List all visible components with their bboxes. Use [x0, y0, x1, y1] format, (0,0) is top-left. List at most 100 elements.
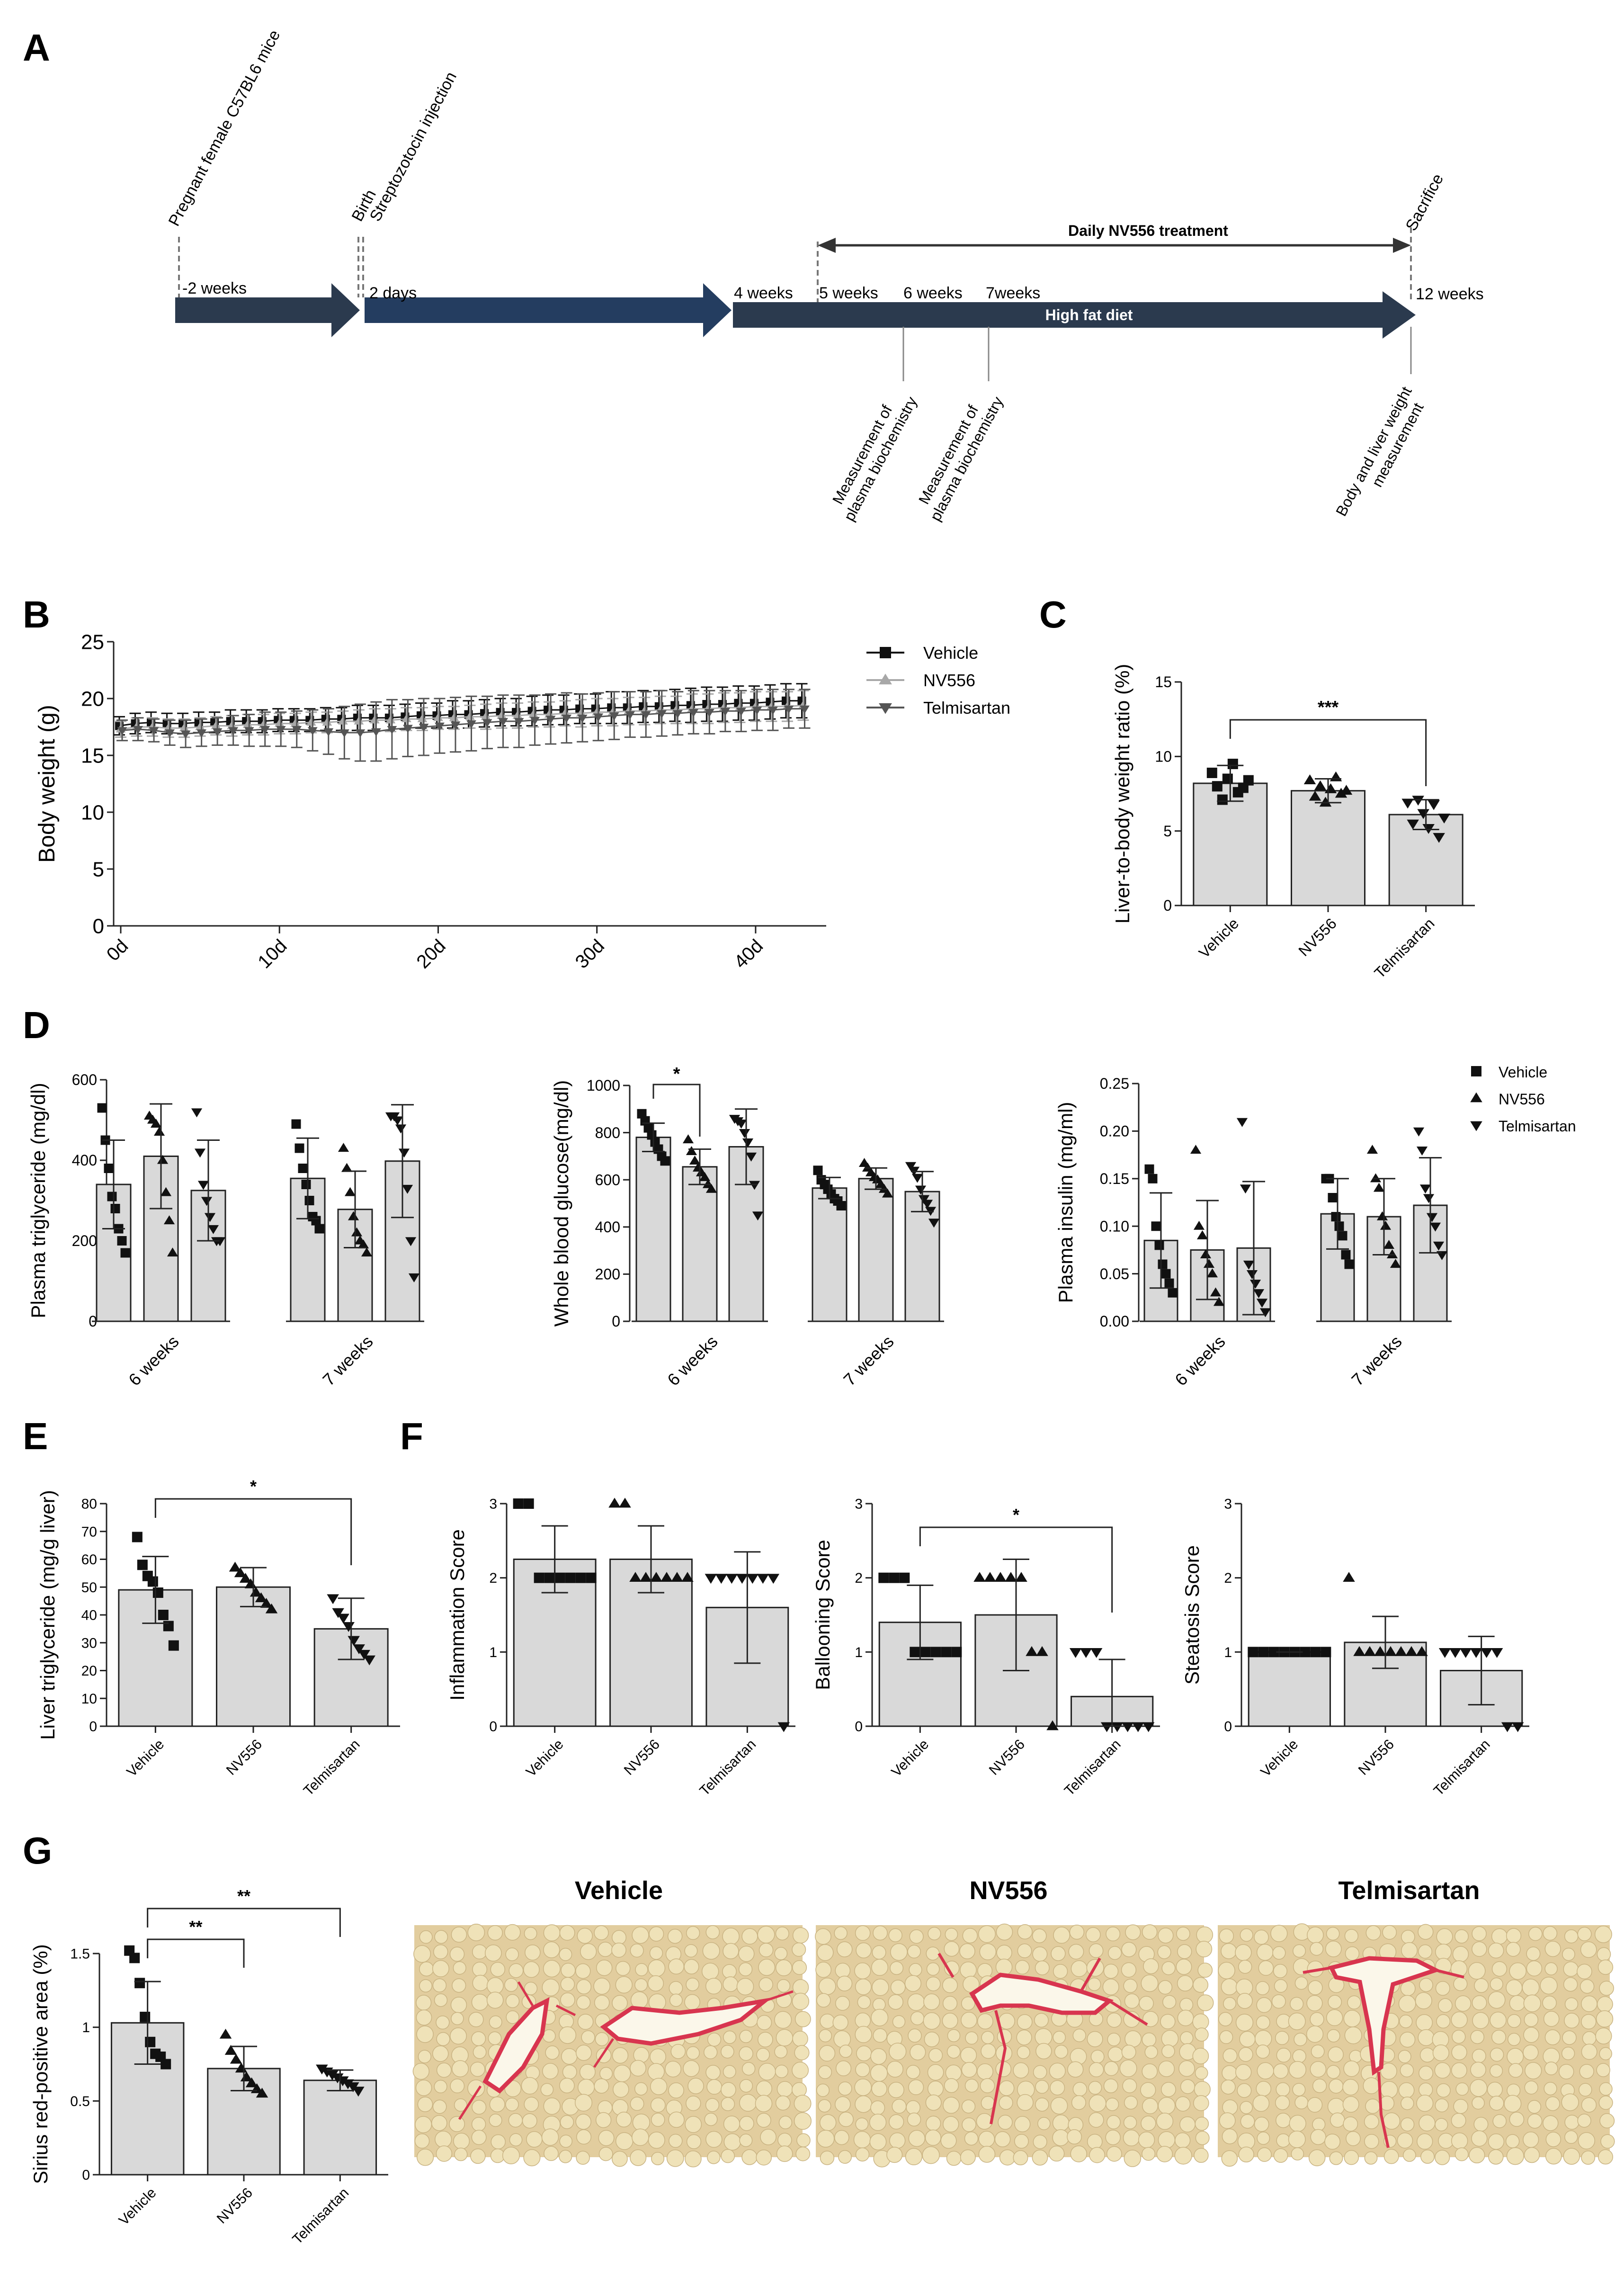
data-point [899, 1572, 910, 1583]
cell [649, 1926, 664, 1942]
cell [739, 2046, 753, 2061]
data-point [920, 1647, 931, 1658]
cell [838, 2150, 852, 2164]
cell [611, 2151, 628, 2167]
cell [1256, 2015, 1270, 2030]
data-point [941, 1647, 952, 1658]
cell [1488, 2149, 1504, 2165]
cell [792, 1992, 810, 2010]
cell [1054, 2044, 1068, 2059]
cell [794, 2011, 811, 2027]
data-point [417, 714, 428, 723]
cell [1017, 2045, 1030, 2059]
data-point [1203, 1259, 1215, 1268]
cell [666, 2149, 684, 2167]
data-point [214, 1237, 226, 1246]
cell [837, 1941, 853, 1957]
cell [416, 2026, 434, 2043]
cell [892, 2015, 906, 2028]
cell [1161, 2044, 1175, 2058]
cell [870, 2100, 885, 2116]
data-point [1433, 833, 1445, 843]
time-label-12w: 12 weeks [1416, 285, 1484, 303]
cell [1221, 1978, 1238, 1996]
cell [1504, 2095, 1522, 2113]
cell [1468, 1962, 1486, 1980]
cell [1174, 2147, 1192, 2165]
cell [452, 1978, 466, 1993]
cell [1454, 1995, 1472, 2012]
cell [1402, 2148, 1416, 2162]
cell [1237, 2083, 1252, 2098]
cell [540, 2083, 554, 2097]
cell [906, 2065, 920, 2079]
cell [1598, 2149, 1614, 2165]
data-point [196, 729, 207, 738]
cell [1451, 2062, 1467, 2079]
cell [1597, 1947, 1611, 1962]
bar [858, 1178, 894, 1322]
label-stz-injection: Streptozotocin injection [366, 69, 461, 224]
cell [1160, 2014, 1176, 2029]
data-point [160, 1187, 172, 1196]
cell [1342, 2096, 1359, 2113]
cell [491, 2134, 506, 2150]
cell [756, 2048, 770, 2062]
cell [1365, 1925, 1381, 1941]
cell [1383, 2149, 1399, 2164]
data-point [593, 713, 604, 722]
data-point [1426, 1213, 1438, 1222]
data-point [234, 1567, 247, 1578]
data-point [322, 717, 332, 726]
cell [1292, 2083, 1306, 2097]
data-point [481, 712, 491, 720]
cell [1452, 1946, 1469, 1963]
cell [839, 2044, 853, 2058]
cell [1453, 1977, 1468, 1991]
cell [741, 2149, 758, 2165]
data-point [316, 2064, 328, 2075]
data-point [1015, 1572, 1027, 1582]
cell [1578, 2132, 1596, 2150]
y-tick-label: 3 [1224, 1497, 1232, 1512]
cell [904, 1975, 922, 1992]
x-tick-label: Telmisartan [289, 2185, 352, 2248]
data-point [905, 1162, 917, 1171]
cell [1015, 1960, 1030, 1975]
cell [832, 2014, 848, 2031]
cell [453, 2133, 470, 2150]
y-tick-label: 0 [82, 2168, 90, 2183]
cell [1581, 2014, 1597, 2030]
cell [1490, 2064, 1503, 2078]
cell [757, 2015, 772, 2030]
cell [705, 2098, 720, 2112]
data-point [973, 1572, 986, 1582]
cell [1508, 2063, 1523, 2078]
cell [907, 1993, 925, 2011]
cell [1256, 2081, 1272, 2097]
cell [686, 1977, 699, 1991]
time-label-4w: 4 weeks [734, 284, 793, 302]
cell [1523, 2044, 1539, 2061]
cell [1345, 1946, 1360, 1961]
cell [598, 2130, 615, 2146]
cell [1454, 2147, 1469, 2161]
cell [1329, 2079, 1344, 2094]
x-tick-label: Telmisartan [696, 1737, 759, 1799]
cell [526, 2131, 543, 2148]
cell [648, 1959, 666, 1977]
data-point [910, 1647, 920, 1658]
data-point [97, 1103, 107, 1113]
data-point [157, 1155, 169, 1164]
cell [1581, 2044, 1597, 2060]
y-tick-label: 0 [1163, 897, 1172, 914]
data-point [682, 1134, 694, 1144]
data-point [1243, 775, 1254, 786]
legend-label: Vehicle [923, 643, 978, 663]
cell [760, 2129, 776, 2145]
x-tick-label: 10d [254, 935, 291, 972]
cell [1294, 2095, 1309, 2109]
cell [1158, 1927, 1174, 1944]
cell [1161, 1961, 1176, 1975]
cell [1052, 2129, 1070, 2146]
